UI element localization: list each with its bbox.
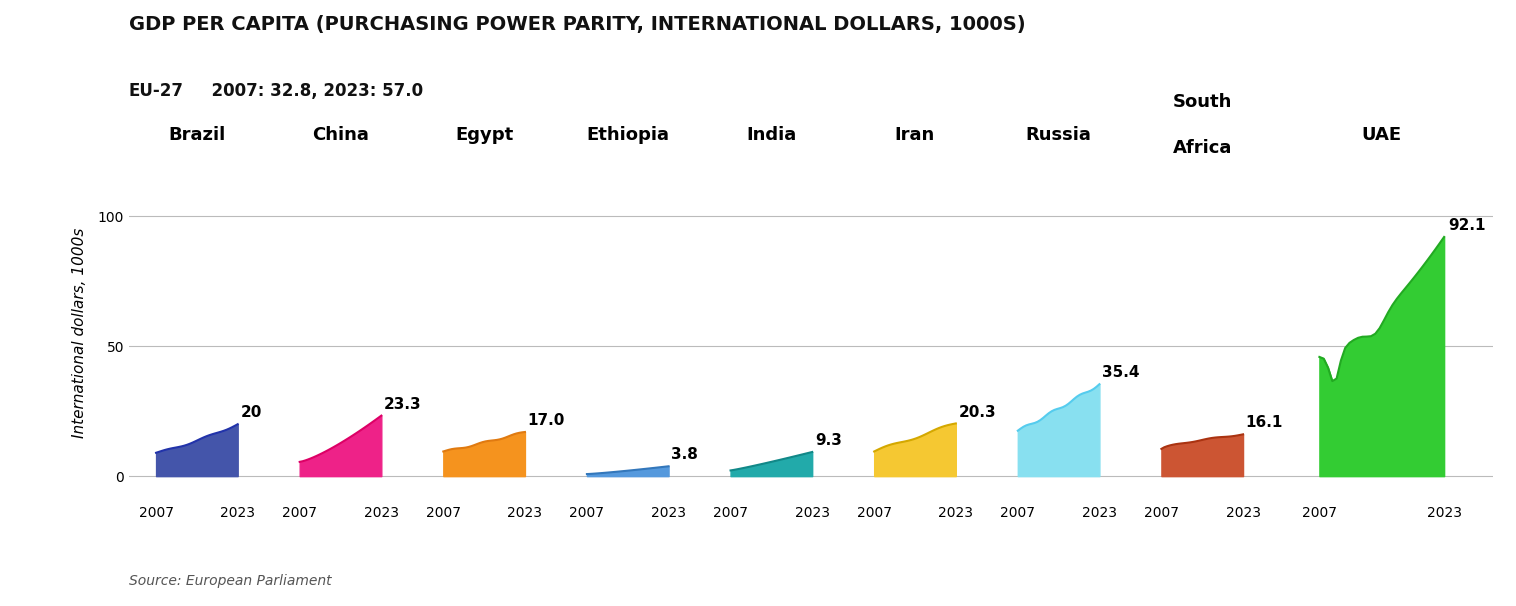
- Text: 23.3: 23.3: [384, 397, 421, 411]
- Y-axis label: International dollars, 1000s: International dollars, 1000s: [71, 228, 86, 439]
- Text: UAE: UAE: [1361, 125, 1402, 144]
- Text: 35.4: 35.4: [1102, 365, 1140, 381]
- Text: 92.1: 92.1: [1448, 218, 1486, 233]
- Text: 3.8: 3.8: [672, 447, 699, 462]
- Text: India: India: [746, 125, 796, 144]
- Text: 20.3: 20.3: [958, 405, 996, 419]
- Text: GDP PER CAPITA (PURCHASING POWER PARITY, INTERNATIONAL DOLLARS, 1000S): GDP PER CAPITA (PURCHASING POWER PARITY,…: [129, 15, 1025, 34]
- Text: Egypt: Egypt: [455, 125, 514, 144]
- Text: Russia: Russia: [1026, 125, 1092, 144]
- Text: China: China: [312, 125, 368, 144]
- Text: Iran: Iran: [894, 125, 935, 144]
- Text: Brazil: Brazil: [168, 125, 226, 144]
- Text: South: South: [1172, 93, 1233, 111]
- Text: 20: 20: [241, 405, 262, 421]
- Text: 17.0: 17.0: [528, 413, 565, 428]
- Text: EU-27: EU-27: [129, 82, 183, 100]
- Text: Ethiopia: Ethiopia: [587, 125, 669, 144]
- Text: Source: European Parliament: Source: European Parliament: [129, 574, 332, 588]
- Text: 16.1: 16.1: [1246, 416, 1283, 430]
- Text: Africa: Africa: [1172, 139, 1233, 156]
- Text: 2007: 32.8, 2023: 57.0: 2007: 32.8, 2023: 57.0: [200, 82, 423, 100]
- Text: 9.3: 9.3: [816, 433, 841, 448]
